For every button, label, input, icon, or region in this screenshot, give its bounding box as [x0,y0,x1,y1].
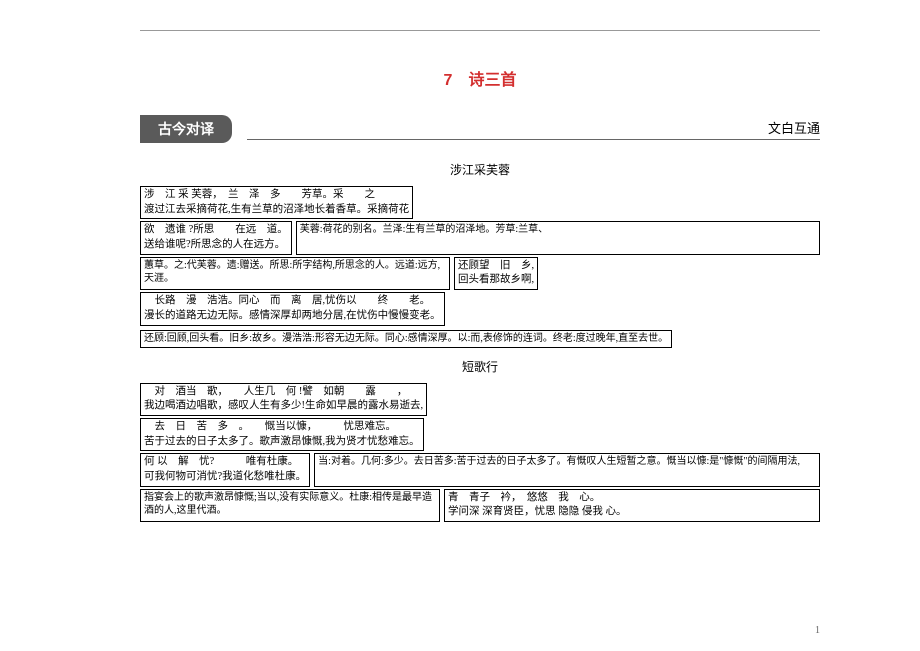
poem1-line2a: 欲 遗谁 ?所思 在远 道。 [144,223,288,238]
poem1-line3a: 还顾望 旧 乡, [458,259,534,274]
poem1-title: 涉江采芙蓉 [140,161,820,178]
poem2-line1a: 对 酒当 歌， 人生几 何 !譬 如朝 露 ， [144,385,423,400]
poem2-line2a: 去 日 苦 多 。 慨当以慷， 忧思难忘。 [144,420,420,435]
poem1-block3: 还顾望 旧 乡, 回头看那故乡啊, [454,257,538,290]
poem1-line1b: 渡过江去采摘荷花,生有兰草的沼泽地长着香草。采摘荷花 [144,203,409,218]
poem2-line3b: 可我何物可消忧?我道化愁唯杜康。 [144,470,306,485]
poem2-line2b: 苦于过去的日子太多了。歌声激昂慷慨,我为贤才忧愁难忘。 [144,435,420,450]
poem2-note1: 当:对着。几何:多少。去日苦多:苦于过去的日子太多了。有慨叹人生短暂之意。慨当以… [314,453,820,486]
poem1-line4b: 漫长的道路无边无际。感情深厚却两地分居,在忧伤中慢慢变老。 [144,309,441,324]
poem1-line4a: 长路 漫 浩浩。同心 而 离 居,忧伤以 终 老。 [144,294,441,309]
section-subtitle: 文白互通 [247,118,820,140]
poem2-block2: 去 日 苦 多 。 慨当以慷， 忧思难忘。 苦于过去的日子太多了。歌声激昂慷慨,… [140,418,424,451]
poem2-title: 短歌行 [140,358,820,375]
poem1-block2: 欲 遗谁 ?所思 在远 道。 送给谁呢?所思念的人在远方。 [140,221,292,254]
page-number: 1 [815,625,820,636]
poem1-line3b: 回头看那故乡啊, [458,273,534,288]
poem2-line3a: 何 以 解 忧? 唯有杜康。 [144,455,306,470]
poem2-block3: 何 以 解 忧? 唯有杜康。 可我何物可消忧?我道化愁唯杜康。 [140,453,310,486]
poem2-block1: 对 酒当 歌， 人生几 何 !譬 如朝 露 ， 我边喝酒边唱歌，感叹人生有多少!… [140,383,427,416]
poem1-note2: 蕙草。之:代芙蓉。遗:赠送。所思:所字结构,所思念的人。远道:远方,天涯。 [140,257,450,290]
poem1-note3: 还顾:回顾,回头看。旧乡:故乡。漫浩浩:形容无边无际。同心:感情深厚。以:而,表… [140,330,672,348]
poem2-note2: 指宴会上的歌声激昂慷慨;当以,没有实际意义。杜康:相传是最早造酒的人,这里代酒。 [140,489,440,522]
poem1-note1: 芙蓉:荷花的别名。兰泽:生有兰草的沼泽地。芳草:兰草、 [296,221,820,254]
poem1-note3-text: 还顾:回顾,回头看。旧乡:故乡。漫浩浩:形容无边无际。同心:感情深厚。以:而,表… [144,333,668,344]
poem2-line1b: 我边喝酒边唱歌，感叹人生有多少!生命如早晨的露水易逝去, [144,399,423,414]
document-title: 7 诗三首 [140,66,820,90]
poem2-line4a: 青 青子 衿， 悠悠 我 心。 [448,491,816,506]
poem2-block4: 青 青子 衿， 悠悠 我 心。 学问深 深育贤臣，忧思 隐隐 侵我 心。 [444,489,820,522]
poem1-block1: 涉 江 采 芙蓉， 兰 泽 多 芳草。采 之 渡过江去采摘荷花,生有兰草的沼泽地… [140,186,413,219]
poem1-line1a: 涉 江 采 芙蓉， 兰 泽 多 芳草。采 之 [144,188,409,203]
poem1-block4: 长路 漫 浩浩。同心 而 离 居,忧伤以 终 老。 漫长的道路无边无际。感情深厚… [140,292,445,325]
section-badge: 古今对译 [140,115,232,143]
section-header: 古今对译 文白互通 [140,115,820,143]
poem1-line2b: 送给谁呢?所思念的人在远方。 [144,238,288,253]
poem2-line4b: 学问深 深育贤臣，忧思 隐隐 侵我 心。 [448,505,816,520]
